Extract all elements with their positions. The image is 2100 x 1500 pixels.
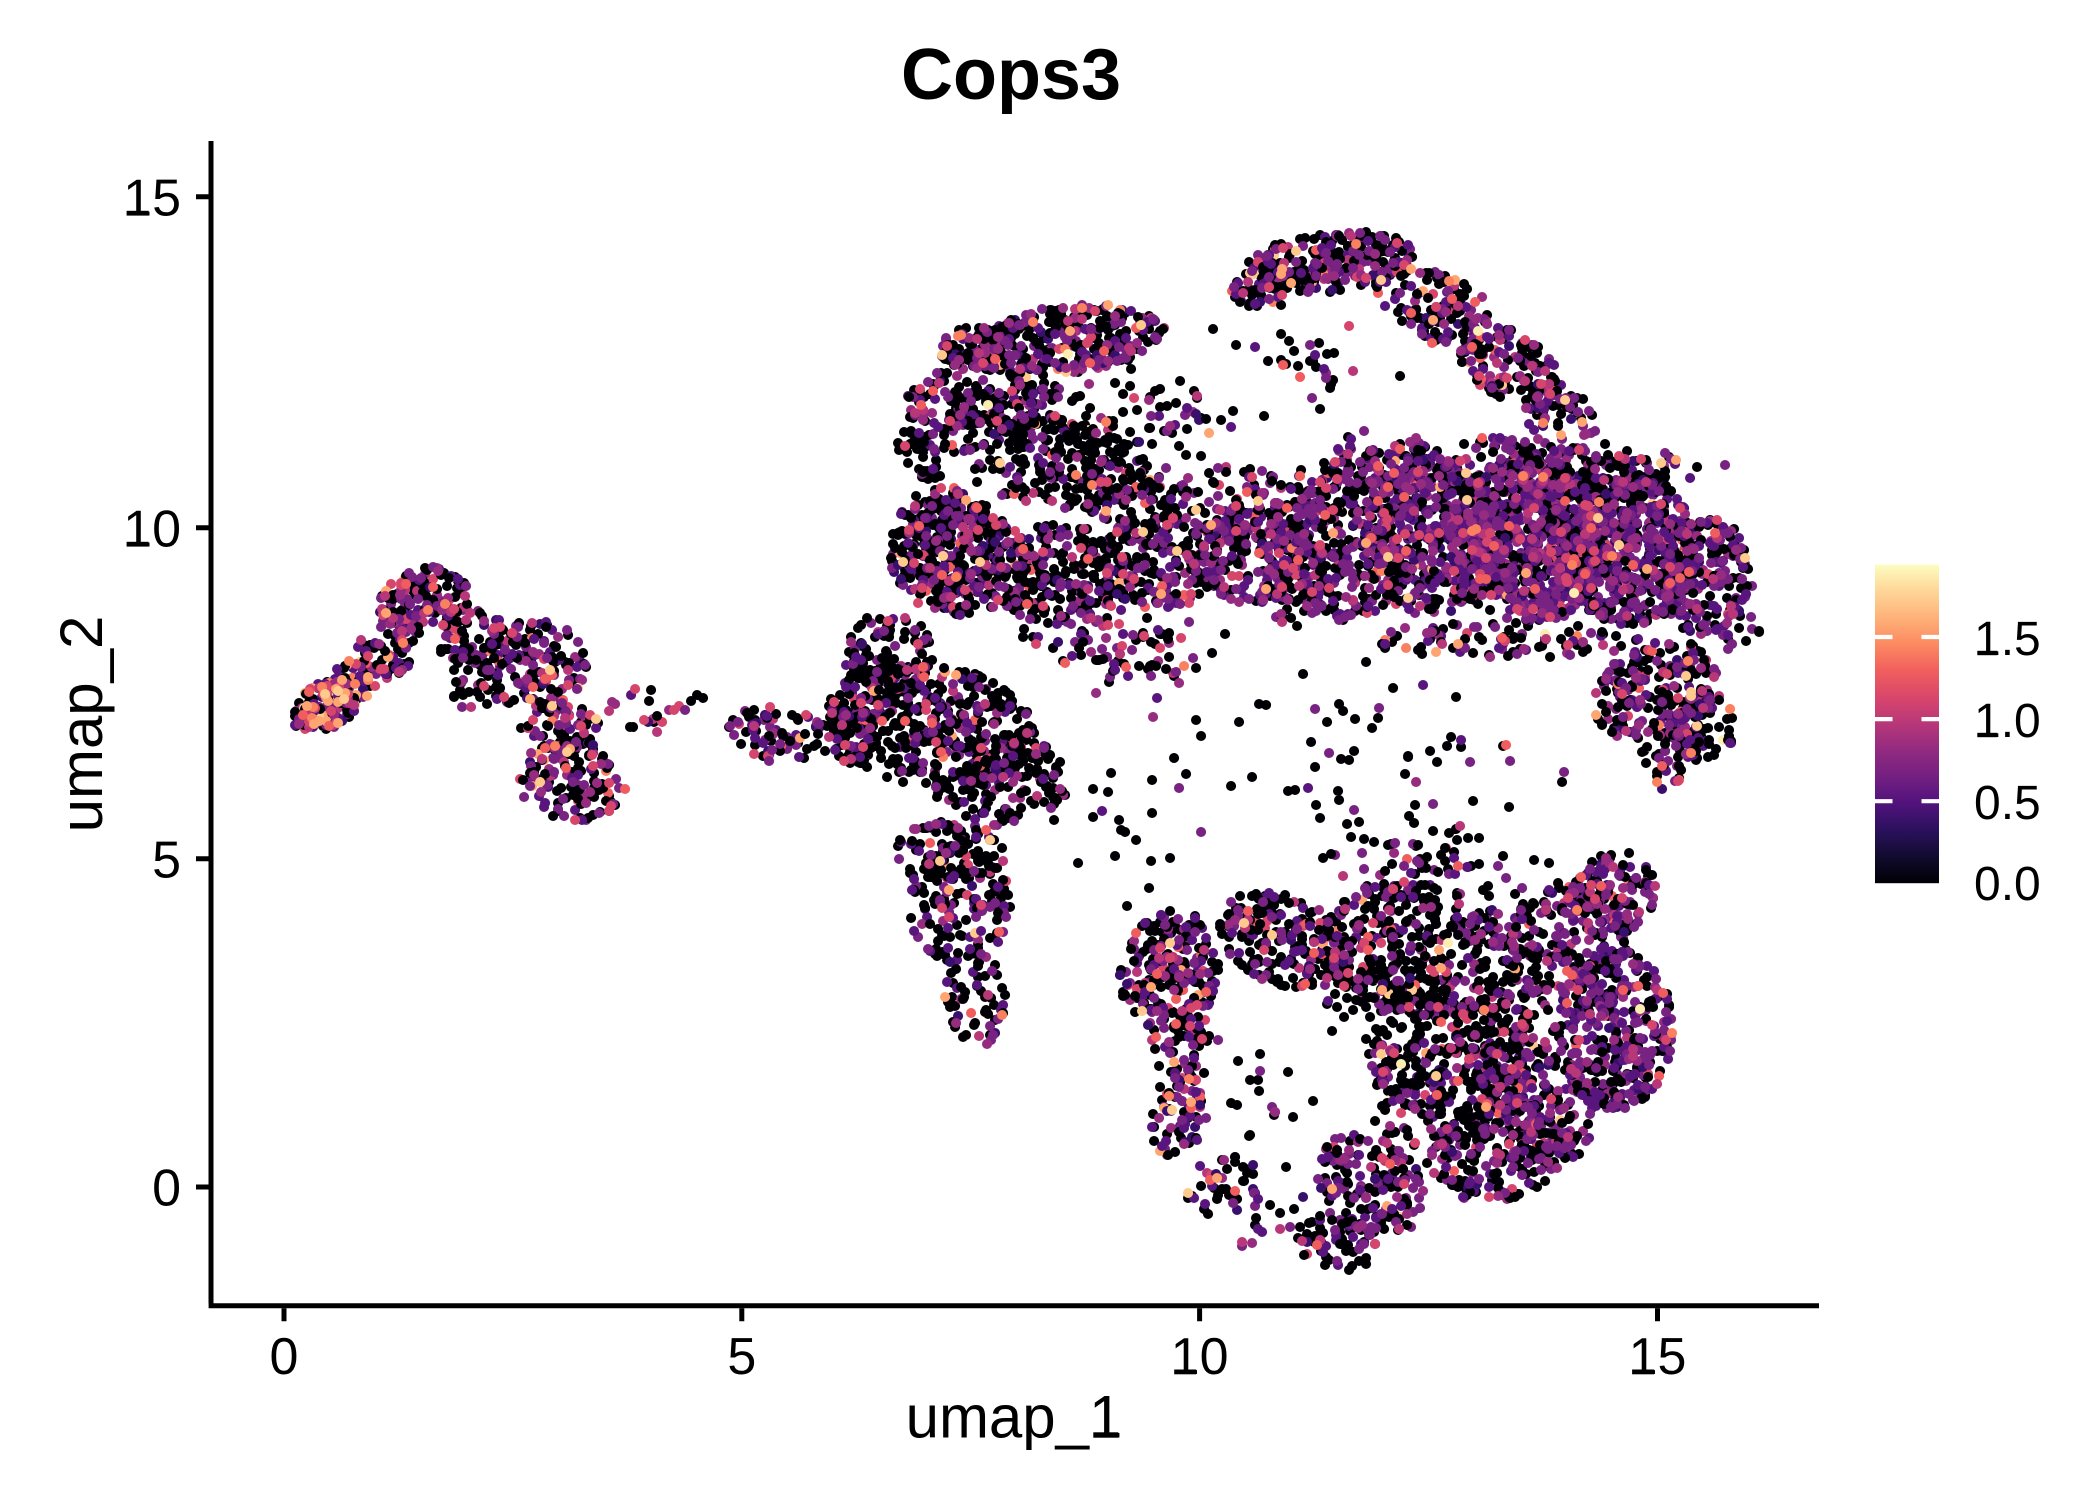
svg-text:0: 0 [270,1328,299,1386]
svg-text:5: 5 [727,1328,756,1386]
svg-text:10: 10 [1171,1328,1229,1386]
svg-text:5: 5 [152,831,181,889]
svg-text:0.0: 0.0 [1974,858,2041,911]
svg-text:10: 10 [123,500,181,558]
svg-text:Cops3: Cops3 [901,35,1121,115]
svg-text:1.5: 1.5 [1974,613,2041,666]
svg-text:1.0: 1.0 [1974,695,2041,748]
svg-text:0.5: 0.5 [1974,777,2041,830]
svg-text:15: 15 [1629,1328,1687,1386]
svg-text:0: 0 [152,1160,181,1218]
svg-text:15: 15 [123,169,181,227]
svg-text:umap_2: umap_2 [48,616,115,833]
svg-text:umap_1: umap_1 [906,1384,1123,1451]
